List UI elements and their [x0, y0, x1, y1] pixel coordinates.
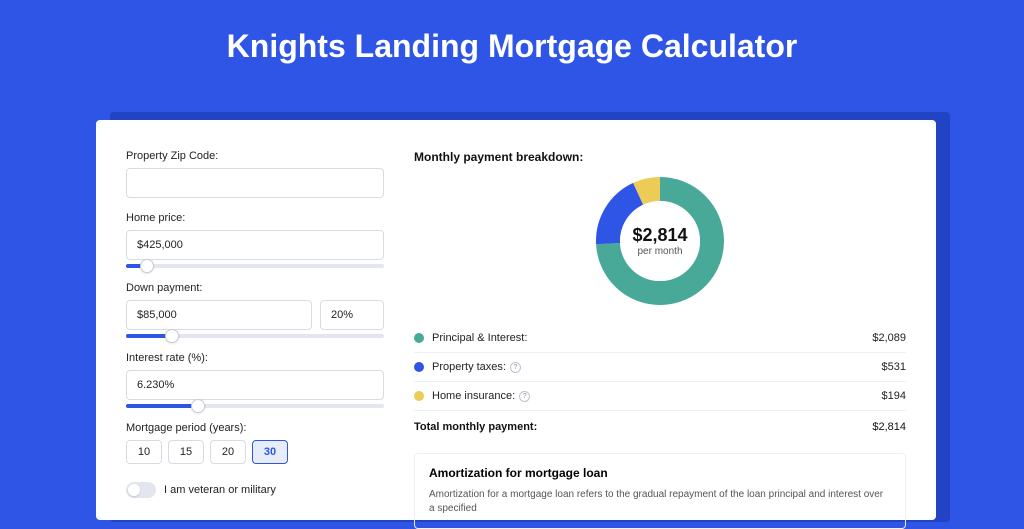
- breakdown-title: Monthly payment breakdown:: [414, 150, 906, 164]
- down-payment-label: Down payment:: [126, 282, 384, 294]
- home-price-slider[interactable]: [126, 264, 384, 268]
- period-option-10[interactable]: 10: [126, 440, 162, 464]
- legend-label-principal_interest: Principal & Interest:: [432, 332, 872, 344]
- legend-row-home_insurance: Home insurance:?$194: [414, 382, 906, 410]
- home-price-input[interactable]: [126, 230, 384, 260]
- veteran-toggle[interactable]: [126, 482, 156, 498]
- interest-rate-input[interactable]: [126, 370, 384, 400]
- home-price-label: Home price:: [126, 212, 384, 224]
- zip-field-group: Property Zip Code:: [126, 150, 384, 198]
- breakdown-column: Monthly payment breakdown: $2,814 per mo…: [414, 150, 906, 520]
- legend-dot-property_taxes: [414, 362, 424, 372]
- down-payment-slider[interactable]: [126, 334, 384, 338]
- page-title: Knights Landing Mortgage Calculator: [0, 0, 1024, 87]
- donut-amount: $2,814: [632, 225, 687, 246]
- donut-wrap: $2,814 per month: [414, 176, 906, 306]
- calculator-card: Property Zip Code: Home price: Down paym…: [96, 120, 936, 520]
- legend-row-property_taxes: Property taxes:?$531: [414, 353, 906, 382]
- donut-center: $2,814 per month: [595, 176, 725, 306]
- period-option-20[interactable]: 20: [210, 440, 246, 464]
- monthly-payment-donut: $2,814 per month: [595, 176, 725, 306]
- down-payment-slider-thumb[interactable]: [165, 329, 179, 343]
- amortization-card: Amortization for mortgage loan Amortizat…: [414, 453, 906, 529]
- veteran-row: I am veteran or military: [126, 482, 384, 498]
- interest-rate-label: Interest rate (%):: [126, 352, 384, 364]
- zip-input[interactable]: [126, 168, 384, 198]
- interest-rate-slider[interactable]: [126, 404, 384, 408]
- home-price-field-group: Home price:: [126, 212, 384, 268]
- form-column: Property Zip Code: Home price: Down paym…: [126, 150, 384, 520]
- period-options: 10152030: [126, 440, 384, 464]
- legend-row-principal_interest: Principal & Interest:$2,089: [414, 324, 906, 353]
- legend-value-home_insurance: $194: [882, 390, 906, 402]
- legend-list: Principal & Interest:$2,089Property taxe…: [414, 324, 906, 410]
- down-payment-amount-input[interactable]: [126, 300, 312, 330]
- info-icon[interactable]: ?: [519, 391, 530, 402]
- home-price-slider-thumb[interactable]: [140, 259, 154, 273]
- interest-rate-slider-thumb[interactable]: [191, 399, 205, 413]
- legend-dot-home_insurance: [414, 391, 424, 401]
- interest-rate-slider-fill: [126, 404, 198, 408]
- total-value: $2,814: [872, 421, 906, 433]
- veteran-label: I am veteran or military: [164, 484, 276, 496]
- total-row: Total monthly payment: $2,814: [414, 410, 906, 447]
- period-option-15[interactable]: 15: [168, 440, 204, 464]
- period-option-30[interactable]: 30: [252, 440, 288, 464]
- legend-label-home_insurance: Home insurance:?: [432, 390, 882, 402]
- down-payment-field-group: Down payment:: [126, 282, 384, 338]
- donut-sub: per month: [637, 246, 682, 257]
- period-label: Mortgage period (years):: [126, 422, 384, 434]
- period-field-group: Mortgage period (years): 10152030: [126, 422, 384, 464]
- total-label: Total monthly payment:: [414, 421, 872, 433]
- zip-label: Property Zip Code:: [126, 150, 384, 162]
- legend-dot-principal_interest: [414, 333, 424, 343]
- interest-rate-field-group: Interest rate (%):: [126, 352, 384, 408]
- legend-value-property_taxes: $531: [882, 361, 906, 373]
- legend-label-property_taxes: Property taxes:?: [432, 361, 882, 373]
- veteran-toggle-knob: [128, 484, 140, 496]
- info-icon[interactable]: ?: [510, 362, 521, 373]
- down-payment-percent-input[interactable]: [320, 300, 384, 330]
- amortization-title: Amortization for mortgage loan: [429, 466, 891, 480]
- legend-value-principal_interest: $2,089: [872, 332, 906, 344]
